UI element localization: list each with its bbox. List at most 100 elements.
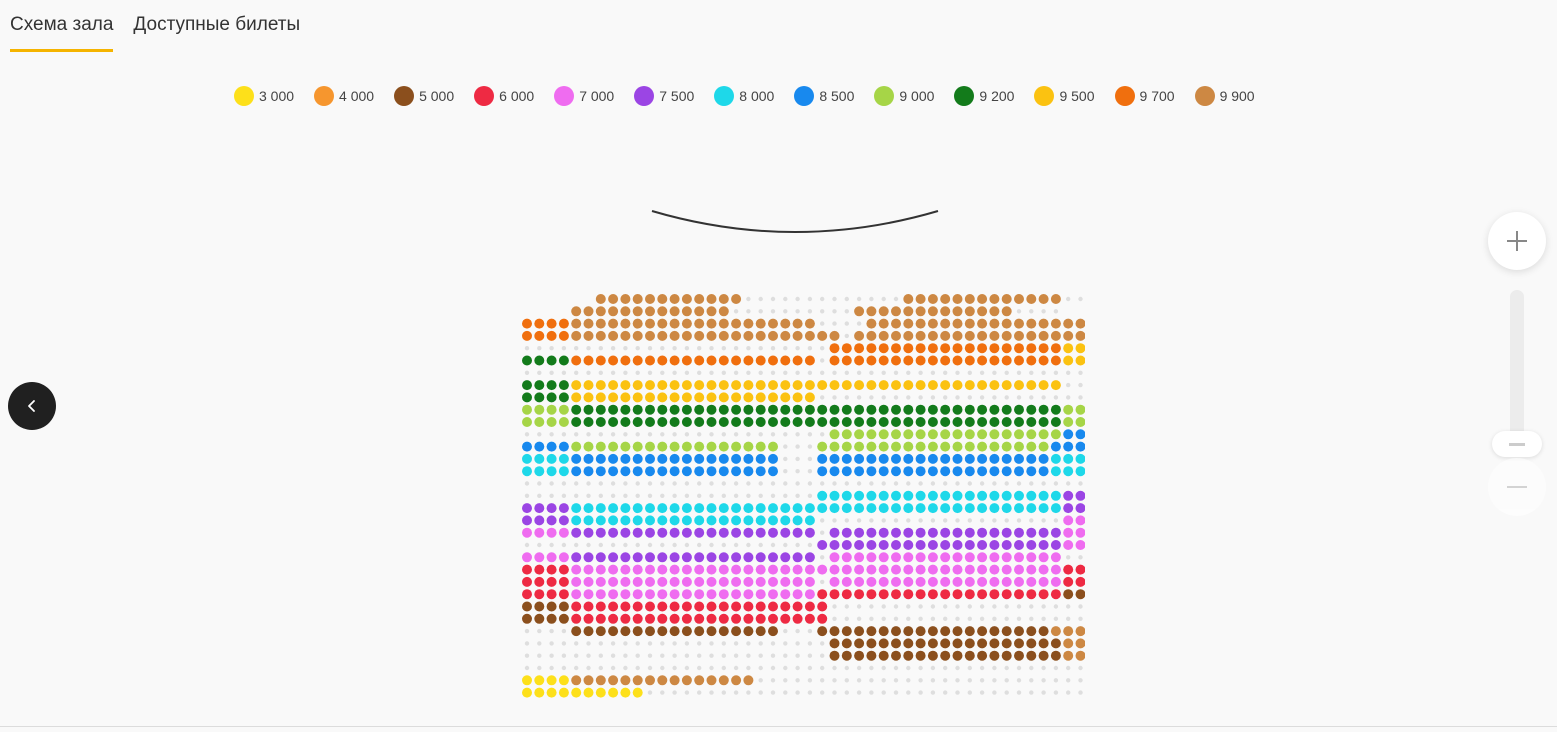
seat[interactable] xyxy=(977,626,988,637)
seat[interactable] xyxy=(534,675,545,686)
seat[interactable] xyxy=(854,429,865,440)
seat[interactable] xyxy=(546,601,557,612)
seat[interactable] xyxy=(866,404,877,415)
seat[interactable] xyxy=(817,453,828,464)
seat[interactable] xyxy=(940,330,951,341)
seat[interactable] xyxy=(620,515,631,526)
seat[interactable] xyxy=(1014,429,1024,440)
seat[interactable] xyxy=(571,564,582,575)
seat[interactable] xyxy=(706,515,717,526)
seat[interactable] xyxy=(915,626,926,637)
seat[interactable] xyxy=(903,404,914,415)
seat[interactable] xyxy=(706,503,717,514)
seat[interactable] xyxy=(780,601,791,612)
seat[interactable] xyxy=(595,601,606,612)
seat[interactable] xyxy=(854,417,865,427)
seat[interactable] xyxy=(829,453,840,464)
seat[interactable] xyxy=(546,613,557,624)
seat[interactable] xyxy=(940,417,951,427)
seat[interactable] xyxy=(804,404,815,415)
seat[interactable] xyxy=(915,650,926,661)
seat[interactable] xyxy=(608,466,619,477)
seat[interactable] xyxy=(669,466,680,477)
seat[interactable] xyxy=(681,318,692,329)
seat[interactable] xyxy=(780,330,791,341)
seat[interactable] xyxy=(1001,417,1012,427)
seat[interactable] xyxy=(989,638,1000,649)
seat[interactable] xyxy=(1001,306,1012,317)
seat[interactable] xyxy=(903,503,914,514)
seat[interactable] xyxy=(927,638,938,649)
seat[interactable] xyxy=(804,330,815,341)
legend-item[interactable]: 9 000 xyxy=(874,86,934,106)
seat[interactable] xyxy=(571,589,582,600)
seat[interactable] xyxy=(731,404,742,415)
seat[interactable] xyxy=(1050,318,1061,329)
seat[interactable] xyxy=(731,515,742,526)
seat[interactable] xyxy=(743,552,754,563)
seat[interactable] xyxy=(878,638,889,649)
seat[interactable] xyxy=(977,417,988,427)
seat[interactable] xyxy=(952,294,963,304)
seat[interactable] xyxy=(903,540,914,550)
seat[interactable] xyxy=(829,552,840,563)
seat[interactable] xyxy=(1001,380,1012,391)
seat[interactable] xyxy=(989,650,1000,661)
seat[interactable] xyxy=(952,466,963,477)
seat[interactable] xyxy=(1038,576,1049,587)
seat[interactable] xyxy=(608,589,619,600)
seat[interactable] xyxy=(546,330,557,341)
legend-item[interactable]: 6 000 xyxy=(474,86,534,106)
seat[interactable] xyxy=(841,466,852,477)
seat[interactable] xyxy=(940,490,951,501)
seat[interactable] xyxy=(927,453,938,464)
seat[interactable] xyxy=(940,540,951,550)
seat[interactable] xyxy=(583,527,594,538)
seat[interactable] xyxy=(977,503,988,514)
seat[interactable] xyxy=(878,343,889,354)
seat[interactable] xyxy=(940,503,951,514)
seat[interactable] xyxy=(878,540,889,550)
seat[interactable] xyxy=(522,453,532,464)
seat[interactable] xyxy=(927,429,938,440)
seat[interactable] xyxy=(571,515,582,526)
seat[interactable] xyxy=(718,601,729,612)
seat[interactable] xyxy=(534,552,545,563)
seat[interactable] xyxy=(731,626,742,637)
seat[interactable] xyxy=(780,564,791,575)
seat[interactable] xyxy=(1026,441,1037,452)
seat[interactable] xyxy=(1050,650,1061,661)
seat[interactable] xyxy=(731,453,742,464)
seat[interactable] xyxy=(989,490,1000,501)
seat[interactable] xyxy=(854,564,865,575)
seat[interactable] xyxy=(522,687,532,698)
seat[interactable] xyxy=(927,330,938,341)
seat[interactable] xyxy=(891,540,901,550)
seat[interactable] xyxy=(927,490,938,501)
legend-item[interactable]: 9 500 xyxy=(1034,86,1095,106)
seat[interactable] xyxy=(804,417,815,427)
seat[interactable] xyxy=(989,318,1000,329)
seat[interactable] xyxy=(694,576,705,587)
seat[interactable] xyxy=(522,576,532,587)
seat[interactable] xyxy=(669,503,680,514)
seat[interactable] xyxy=(657,613,668,624)
seat[interactable] xyxy=(681,441,692,452)
seat[interactable] xyxy=(940,429,951,440)
legend-item[interactable]: 4 000 xyxy=(314,86,374,106)
seat[interactable] xyxy=(694,564,705,575)
seat[interactable] xyxy=(817,490,828,501)
seat[interactable] xyxy=(731,318,742,329)
seat[interactable] xyxy=(841,404,852,415)
seat[interactable] xyxy=(718,294,729,304)
seat[interactable] xyxy=(792,503,803,514)
seat[interactable] xyxy=(1038,404,1049,415)
seat[interactable] xyxy=(768,613,778,624)
legend-item[interactable]: 9 900 xyxy=(1194,86,1255,106)
seat[interactable] xyxy=(669,330,680,341)
seat[interactable] xyxy=(669,601,680,612)
seat[interactable] xyxy=(681,466,692,477)
seat[interactable] xyxy=(718,564,729,575)
seat[interactable] xyxy=(632,503,643,514)
seat[interactable] xyxy=(989,540,1000,550)
